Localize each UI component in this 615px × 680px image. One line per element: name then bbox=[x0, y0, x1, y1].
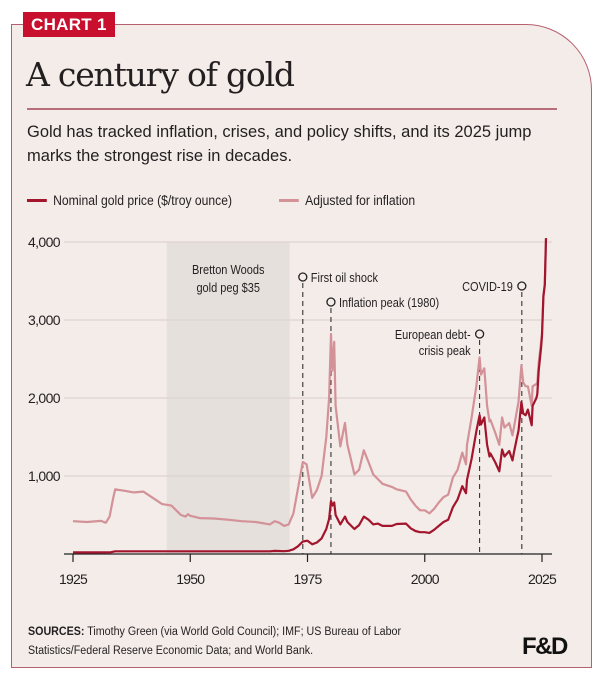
chart-title: A century of gold bbox=[26, 55, 295, 94]
annotation-label: COVID-19 bbox=[462, 280, 513, 294]
legend-swatch-nominal bbox=[27, 199, 47, 202]
annotation-marker bbox=[298, 272, 308, 282]
x-tick-label: 1925 bbox=[59, 571, 88, 587]
sources-label: SOURCES: bbox=[28, 626, 85, 638]
sources-note: SOURCES: Timothy Green (via World Gold C… bbox=[28, 623, 437, 661]
title-divider bbox=[27, 108, 557, 110]
x-tick-label: 2000 bbox=[411, 571, 440, 587]
chart-legend: Nominal gold price ($/troy ounce) Adjust… bbox=[27, 193, 454, 208]
annotation-marker bbox=[517, 281, 527, 291]
legend-label-nominal: Nominal gold price ($/troy ounce) bbox=[53, 193, 233, 208]
series-line-adjusted bbox=[72, 238, 548, 527]
legend-item-adjusted: Adjusted for inflation bbox=[278, 193, 416, 208]
sources-text: Timothy Green (via World Gold Council); … bbox=[28, 626, 402, 657]
shaded-region-label: gold peg $35 bbox=[196, 281, 260, 295]
annotation-label: Inflation peak (1980) bbox=[339, 296, 439, 310]
annotation-marker bbox=[326, 297, 336, 307]
chart-badge: CHART 1 bbox=[23, 12, 115, 37]
y-tick-label: 1,000 bbox=[28, 468, 61, 484]
y-tick-label: 4,000 bbox=[28, 234, 61, 250]
series-line-nominal bbox=[73, 238, 548, 554]
legend-swatch-adjusted bbox=[278, 199, 299, 202]
chart-subtitle: Gold has tracked inflation, crises, and … bbox=[27, 123, 532, 165]
legend-item-nominal: Nominal gold price ($/troy ounce) bbox=[27, 193, 232, 208]
annotation-marker bbox=[474, 329, 485, 339]
shaded-region-label: Bretton Woods bbox=[192, 263, 265, 277]
annotation-label: First oil shock bbox=[311, 271, 378, 285]
x-tick-label: 1975 bbox=[294, 571, 323, 587]
x-tick-label: 2025 bbox=[528, 571, 557, 587]
legend-label-adjusted: Adjusted for inflation bbox=[304, 193, 416, 208]
fd-logo: F&D bbox=[522, 633, 568, 660]
y-tick-label: 2,000 bbox=[28, 390, 61, 406]
annotation-label: crisis peak bbox=[419, 344, 471, 358]
annotation-label: European debt- bbox=[395, 328, 471, 342]
x-tick-label: 1950 bbox=[176, 571, 205, 587]
chart-card bbox=[11, 24, 592, 668]
y-tick-label: 3,000 bbox=[28, 312, 61, 328]
